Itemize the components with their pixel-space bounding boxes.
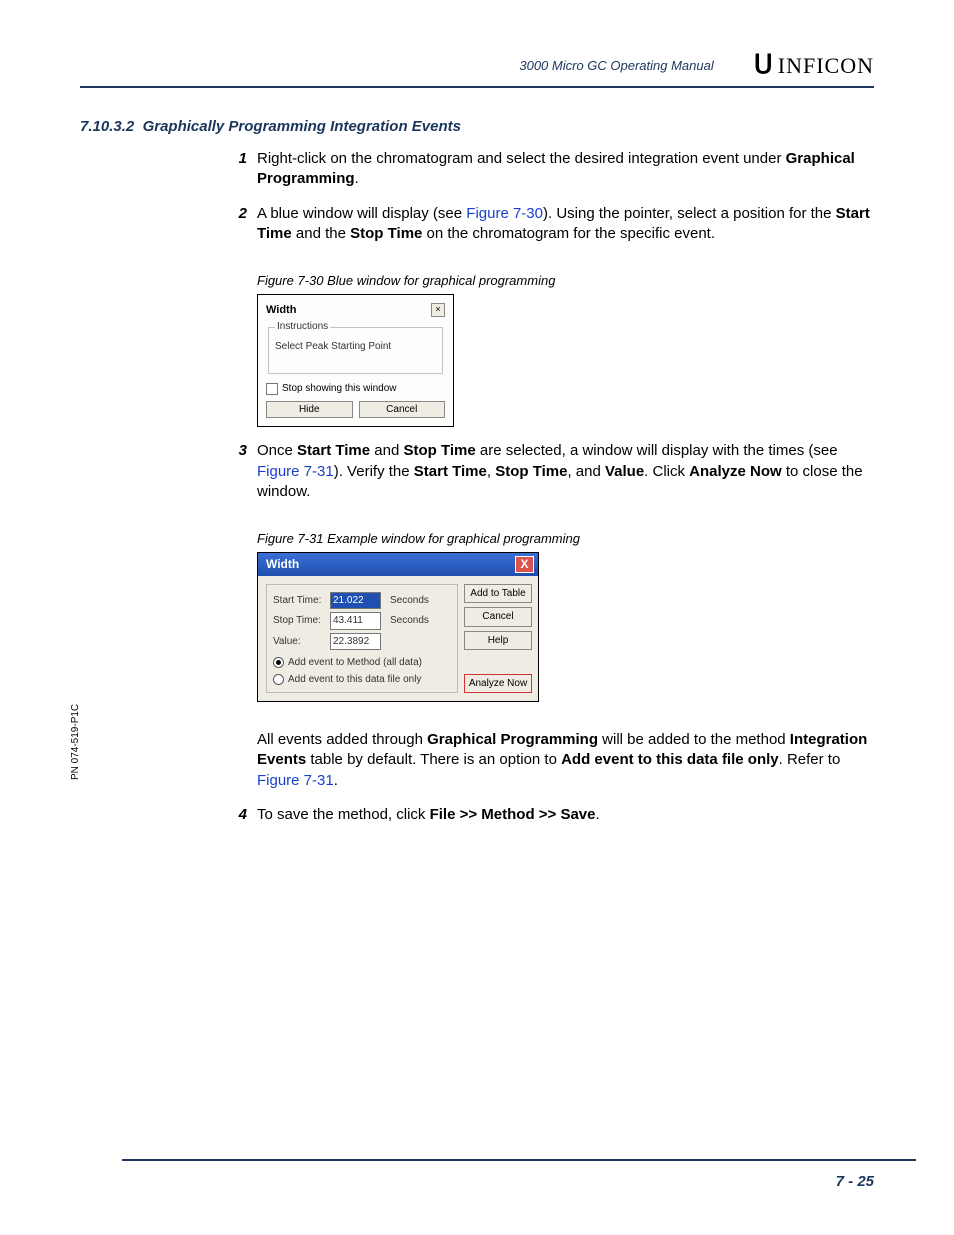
step-number: 2 xyxy=(225,204,247,245)
text: A blue window will display (see xyxy=(257,205,466,222)
instructions-legend: Instructions xyxy=(275,320,330,334)
figure-caption: Figure 7-30 Blue window for graphical pr… xyxy=(257,272,874,290)
text: are selected, a window will display with… xyxy=(476,442,838,459)
step-2: 2 A blue window will display (see Figure… xyxy=(225,204,874,245)
dialog-title: Width xyxy=(266,556,299,572)
dialog-width-values: Width X Start Time: 21.022 Seconds Stop … xyxy=(257,552,539,703)
text: All events added through xyxy=(257,731,427,748)
step-body: Right-click on the chromatogram and sele… xyxy=(257,149,874,190)
page-number: 7 - 25 xyxy=(836,1173,874,1190)
step-number: 1 xyxy=(225,149,247,190)
value-input[interactable]: 22.3892 xyxy=(330,633,381,651)
figure-link[interactable]: Figure 7-31 xyxy=(257,772,334,789)
doc-title: 3000 Micro GC Operating Manual xyxy=(519,58,713,73)
start-time-unit: Seconds xyxy=(390,594,429,608)
text-bold: Value xyxy=(605,463,644,480)
figure-7-31-block: Figure 7-31 Example window for graphical… xyxy=(225,516,874,702)
section-number: 7.10.3.2 xyxy=(80,118,134,135)
section-title: Graphically Programming Integration Even… xyxy=(143,118,461,135)
text-bold: Add event to this data file only xyxy=(561,751,779,768)
text-bold: Stop Time xyxy=(350,225,422,242)
text: . xyxy=(596,806,600,823)
text: on the chromatogram for the specific eve… xyxy=(422,225,715,242)
step-4: 4 To save the method, click File >> Meth… xyxy=(225,805,874,825)
stop-time-unit: Seconds xyxy=(390,614,429,628)
text: Right-click on the chromatogram and sele… xyxy=(257,150,786,167)
close-icon[interactable]: X xyxy=(515,556,534,573)
brand-logo: ᑌ INFICON xyxy=(754,50,874,80)
figure-link[interactable]: Figure 7-31 xyxy=(257,463,334,480)
text-bold: Analyze Now xyxy=(689,463,782,480)
figure-7-30-block: Figure 7-30 Blue window for graphical pr… xyxy=(225,258,874,427)
add-to-table-button[interactable]: Add to Table xyxy=(464,584,532,604)
step-1: 1 Right-click on the chromatogram and se… xyxy=(225,149,874,190)
text: will be added to the method xyxy=(598,731,790,748)
step-body: Once Start Time and Stop Time are select… xyxy=(257,441,874,502)
text: To save the method, click xyxy=(257,806,430,823)
text: . xyxy=(355,170,359,187)
text: Once xyxy=(257,442,297,459)
step-number: 3 xyxy=(225,441,247,502)
part-number: PN 074-519-P1C xyxy=(70,704,81,780)
radio-label: Add event to this data file only xyxy=(288,673,421,687)
step-body: A blue window will display (see Figure 7… xyxy=(257,204,874,245)
figure-caption: Figure 7-31 Example window for graphical… xyxy=(257,530,874,548)
radio-label: Add event to Method (all data) xyxy=(288,656,422,670)
paragraph-block: All events added through Graphical Progr… xyxy=(225,716,874,791)
start-time-label: Start Time: xyxy=(273,594,325,608)
text-bold: Stop Time xyxy=(404,442,476,459)
figure-link[interactable]: Figure 7-30 xyxy=(466,205,543,222)
value-label: Value: xyxy=(273,635,325,649)
step-number: 4 xyxy=(225,805,247,825)
text: table by default. There is an option to xyxy=(306,751,561,768)
hide-button[interactable]: Hide xyxy=(266,401,353,419)
dialog-width-instructions: Width × Instructions Select Peak Startin… xyxy=(257,294,454,428)
text: . xyxy=(334,772,338,789)
text: , and xyxy=(567,463,605,480)
dialog-titlebar: Width X xyxy=(258,553,538,576)
start-time-input[interactable]: 21.022 xyxy=(330,592,381,610)
text: . Refer to xyxy=(779,751,841,768)
logo-text: INFICON xyxy=(778,53,874,79)
text: . Click xyxy=(644,463,689,480)
text-bold: Stop Time xyxy=(495,463,567,480)
instruction-text: Select Peak Starting Point xyxy=(275,341,391,352)
paragraph-text: All events added through Graphical Progr… xyxy=(257,730,874,791)
text: , xyxy=(487,463,495,480)
close-icon[interactable]: × xyxy=(431,303,445,317)
stop-showing-checkbox[interactable] xyxy=(266,383,278,395)
text-bold: File >> Method >> Save xyxy=(430,806,596,823)
instructions-fieldset: Instructions Select Peak Starting Point xyxy=(268,320,443,374)
dialog-title: Width xyxy=(266,303,296,318)
checkbox-label: Stop showing this window xyxy=(282,382,397,396)
text-bold: Start Time xyxy=(297,442,370,459)
text: and the xyxy=(292,225,350,242)
section-heading: 7.10.3.2 Graphically Programming Integra… xyxy=(80,118,874,135)
text: ). Verify the xyxy=(334,463,414,480)
cancel-button[interactable]: Cancel xyxy=(359,401,446,419)
dialog-form: Start Time: 21.022 Seconds Stop Time: 43… xyxy=(266,584,458,694)
radio-method-all-data[interactable] xyxy=(273,657,284,668)
stop-time-input[interactable]: 43.411 xyxy=(330,612,381,630)
help-button[interactable]: Help xyxy=(464,631,532,651)
page-header: 3000 Micro GC Operating Manual ᑌ INFICON xyxy=(80,50,874,88)
cancel-button[interactable]: Cancel xyxy=(464,607,532,627)
text: and xyxy=(370,442,403,459)
analyze-now-button[interactable]: Analyze Now xyxy=(464,674,532,694)
step-3: 3 Once Start Time and Stop Time are sele… xyxy=(225,441,874,502)
stop-time-label: Stop Time: xyxy=(273,614,325,628)
logo-icon: ᑌ xyxy=(754,50,774,80)
step-body: To save the method, click File >> Method… xyxy=(257,805,874,825)
text: ). Using the pointer, select a position … xyxy=(543,205,836,222)
radio-this-file-only[interactable] xyxy=(273,674,284,685)
text-bold: Graphical Programming xyxy=(427,731,598,748)
text-bold: Start Time xyxy=(414,463,487,480)
